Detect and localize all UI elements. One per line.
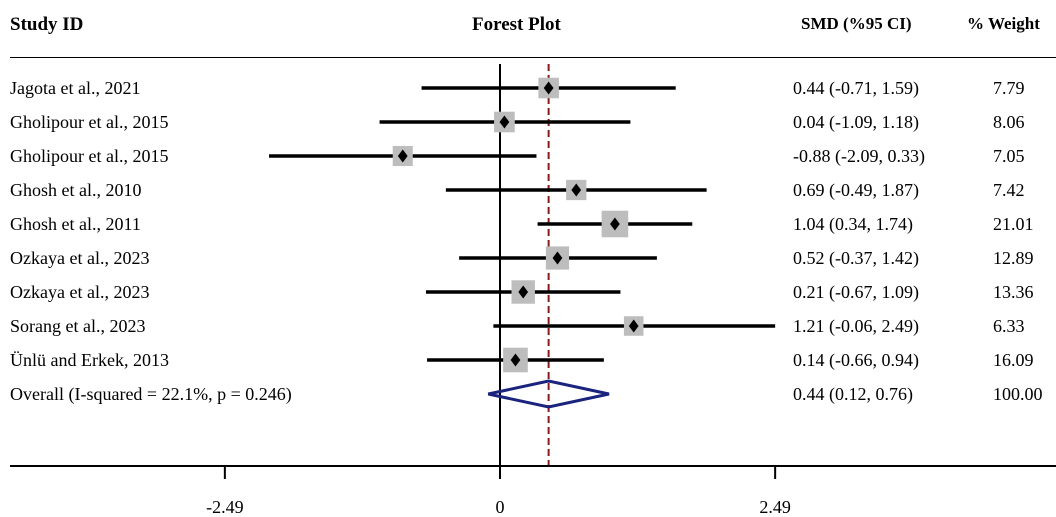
point-estimate-marker <box>610 217 620 231</box>
study-ci: 0.21 (-0.67, 1.09) <box>793 282 919 302</box>
overall-diamond <box>487 379 610 409</box>
x-tick-label: 2.49 <box>759 497 791 517</box>
study-weight: 12.89 <box>993 248 1034 268</box>
study-weight: 8.06 <box>993 112 1025 132</box>
point-estimate-marker <box>510 353 521 367</box>
header-study-id: Study ID <box>10 14 84 35</box>
overall-ci: 0.44 (0.12, 0.76) <box>793 384 913 404</box>
study-label: Gholipour et al., 2015 <box>10 112 169 132</box>
header-smd-ci: SMD (%95 CI) <box>801 14 912 33</box>
study-weight: 16.09 <box>993 350 1034 370</box>
study-ci: -0.88 (-2.09, 0.33) <box>793 146 925 166</box>
study-weight: 7.42 <box>993 180 1025 200</box>
study-weight: 6.33 <box>993 316 1025 336</box>
point-estimate-marker <box>397 149 408 163</box>
study-label: Ünlü and Erkek, 2013 <box>10 350 169 370</box>
study-ci: 1.21 (-0.06, 2.49) <box>793 316 919 336</box>
study-weight: 13.36 <box>993 282 1034 302</box>
study-ci: 0.04 (-1.09, 1.18) <box>793 112 919 132</box>
study-label: Ozkaya et al., 2023 <box>10 282 150 302</box>
study-ci: 0.69 (-0.49, 1.87) <box>793 180 919 200</box>
header-weight: % Weight <box>967 14 1040 33</box>
point-estimate-marker <box>552 251 563 265</box>
study-ci: 1.04 (0.34, 1.74) <box>793 214 913 234</box>
overall-weight: 100.00 <box>993 384 1043 404</box>
study-label: Ozkaya et al., 2023 <box>10 248 150 268</box>
x-tick-label: 0 <box>495 497 505 517</box>
point-estimate-marker <box>518 285 529 299</box>
point-estimate-marker <box>543 81 554 95</box>
study-ci: 0.14 (-0.66, 0.94) <box>793 350 919 370</box>
study-weight: 7.05 <box>993 146 1025 166</box>
point-estimate-marker <box>628 319 639 333</box>
study-ci: 0.44 (-0.71, 1.59) <box>793 78 919 98</box>
point-estimate-marker <box>571 183 582 197</box>
study-label: Sorang et al., 2023 <box>10 316 146 336</box>
study-weight: 21.01 <box>993 214 1034 234</box>
study-label: Gholipour et al., 2015 <box>10 146 169 166</box>
study-weight: 7.79 <box>993 78 1025 98</box>
header-forest-plot: Forest Plot <box>472 14 561 35</box>
point-estimate-marker <box>499 115 510 129</box>
study-label: Jagota et al., 2021 <box>10 78 141 98</box>
study-label: Ghosh et al., 2011 <box>10 214 141 234</box>
x-tick-label: -2.49 <box>206 497 244 517</box>
study-ci: 0.52 (-0.37, 1.42) <box>793 248 919 268</box>
overall-label: Overall (I-squared = 22.1%, p = 0.246) <box>10 384 292 404</box>
header-rule <box>10 57 1056 58</box>
study-label: Ghosh et al., 2010 <box>10 180 142 200</box>
